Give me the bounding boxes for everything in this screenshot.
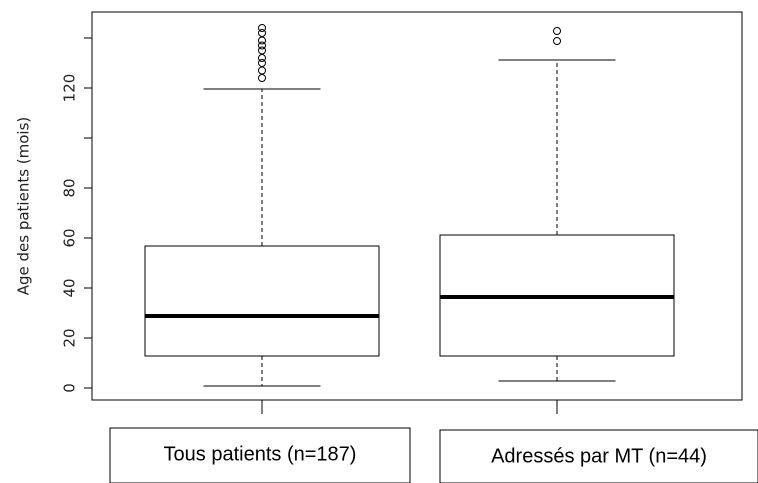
category-label-box: [109, 427, 411, 483]
category-label-box: [439, 429, 758, 483]
plot-frame: [91, 11, 743, 401]
y-tick-label: 120: [61, 74, 79, 103]
outlier: [258, 41, 266, 50]
outlier: [553, 37, 561, 45]
x-tick-label: Adressés par MT (n=44): [491, 445, 707, 467]
y-tick-label: 40: [61, 278, 79, 297]
y-tick-label: 20: [61, 328, 79, 347]
outlier: [258, 36, 266, 45]
y-tick-label: 0: [61, 383, 79, 393]
outlier: [258, 29, 266, 37]
outlier: [258, 59, 266, 67]
x-tick-label: Tous patients (n=187): [164, 443, 357, 465]
outlier: [258, 66, 266, 75]
y-tick-label: 80: [61, 178, 79, 197]
outlier: [258, 24, 266, 32]
outlier: [258, 74, 266, 82]
box: [144, 245, 380, 357]
outlier: [258, 54, 266, 62]
outlier: [258, 46, 266, 55]
y-tick-label: 60: [61, 228, 79, 247]
y-axis-label: Age des patients (mois): [15, 117, 33, 296]
outlier: [553, 27, 561, 35]
